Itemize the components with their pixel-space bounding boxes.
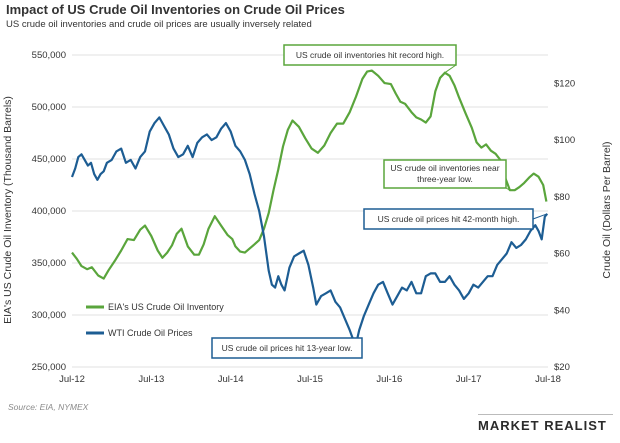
x-tick-label: Jul-16 — [376, 374, 402, 385]
right-tick-label: $100 — [554, 135, 575, 146]
right-tick-label: $80 — [554, 192, 570, 203]
left-tick-label: 250,000 — [32, 362, 66, 373]
annotation-text: US crude oil inventories near — [390, 163, 499, 173]
annotation-box — [283, 44, 457, 66]
right-tick-label: $120 — [554, 78, 575, 89]
x-tick-label: Jul-18 — [535, 374, 561, 385]
x-tick-label: Jul-12 — [59, 374, 85, 385]
x-tick-label: Jul-15 — [297, 374, 323, 385]
x-axis-ticks: Jul-12 Jul-13 Jul-14 Jul-15 Jul-16 Jul-17 Jul-… — [59, 374, 561, 385]
chart-subtitle: US crude oil inventories and crude oil p… — [6, 19, 312, 30]
series-line-price — [70, 116, 549, 346]
annotation-box — [211, 337, 363, 359]
series-layer — [70, 69, 549, 346]
left-tick-label: 350,000 — [32, 258, 66, 269]
left-tick-label: 300,000 — [32, 310, 66, 321]
left-axis-ticks: 250,000 300,000 350,000 400,000 450,000 500,0… — [32, 50, 66, 373]
x-tick-label: Jul-17 — [456, 374, 482, 385]
source-note: Source: EIA, NYMEX — [8, 402, 89, 412]
annotation-leader — [532, 213, 548, 220]
left-tick-label: 550,000 — [32, 50, 66, 61]
logo-rule — [478, 414, 613, 415]
annotation-text: US crude oil prices hit 42-month high. — [378, 214, 520, 224]
right-tick-label: $20 — [554, 362, 570, 373]
right-axis-ticks: $20 $40 $60 $80 $100 $120 — [554, 78, 575, 373]
annotation-text: three-year low. — [417, 174, 473, 184]
x-tick-label: Jul-13 — [138, 374, 164, 385]
right-axis-title: Crude Oil (Dollars Per Barrel) — [601, 141, 613, 278]
series-line-inventory — [71, 69, 548, 280]
annotation-text: US crude oil prices hit 13-year low. — [222, 343, 353, 353]
left-tick-label: 450,000 — [32, 154, 66, 165]
legend-label-price: WTI Crude Oil Prices — [108, 328, 193, 338]
x-tick-label: Jul-14 — [218, 374, 244, 385]
annotation-layer: US crude oil inventories hit record high… — [211, 44, 548, 359]
chart-title: Impact of US Crude Oil Inventories on Cr… — [6, 2, 345, 17]
left-tick-label: 500,000 — [32, 102, 66, 113]
legend: EIA's US Crude Oil Inventory WTI Crude O… — [86, 302, 224, 338]
market-realist-logo: MARKET REALIST — [478, 418, 607, 433]
annotation-box — [363, 208, 534, 230]
annotation-box — [383, 159, 507, 189]
annotation-text: US crude oil inventories hit record high… — [296, 50, 444, 60]
legend-label-inventory: EIA's US Crude Oil Inventory — [108, 302, 224, 312]
right-tick-label: $40 — [554, 305, 570, 316]
left-tick-label: 400,000 — [32, 206, 66, 217]
annotation-leader — [444, 64, 457, 74]
right-tick-label: $60 — [554, 249, 570, 260]
left-axis-title: EIA's US Crude Oil Inventory (Thousand B… — [2, 96, 14, 324]
